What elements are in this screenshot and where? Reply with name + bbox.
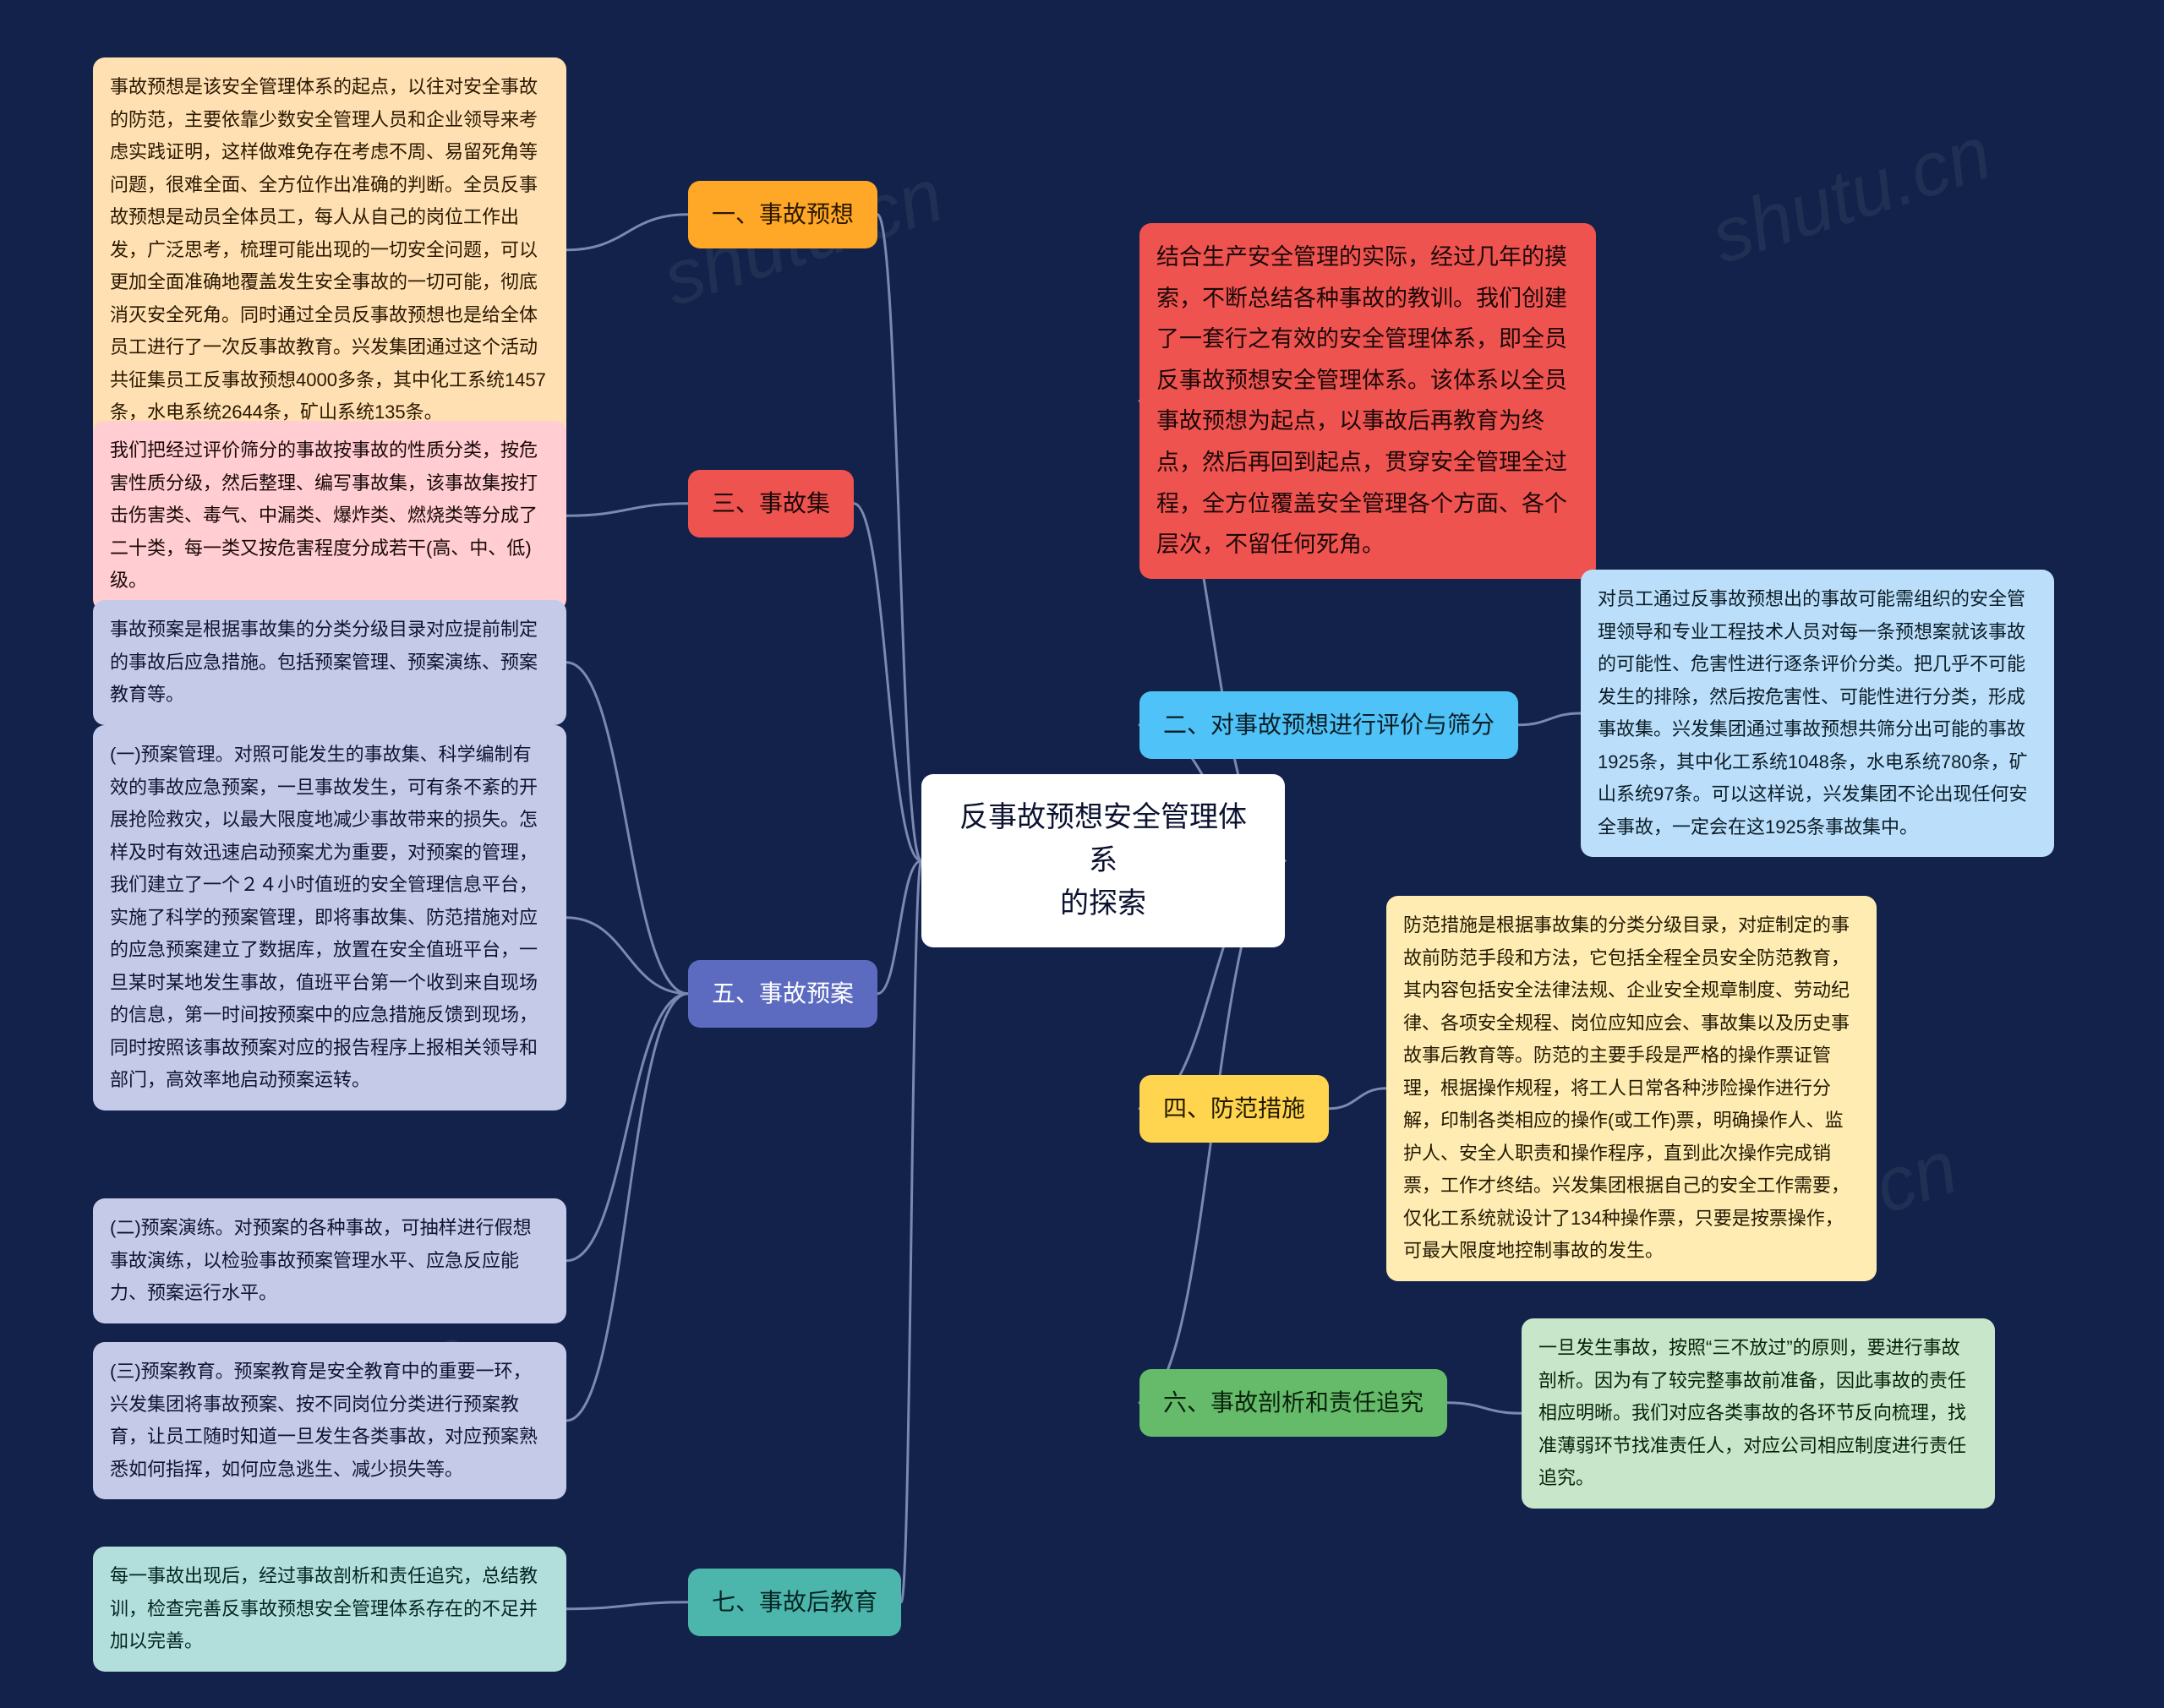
topic-7: 七、事故后教育 bbox=[688, 1569, 901, 1636]
topic-5-leaf-3: (三)预案教育。预案教育是安全教育中的重要一环，兴发集团将事故预案、按不同岗位分… bbox=[93, 1342, 566, 1499]
topic-3: 三、事故集 bbox=[688, 470, 854, 538]
center-topic: 反事故预想安全管理体系 的探索 bbox=[921, 774, 1285, 947]
topic-4: 四、防范措施 bbox=[1139, 1075, 1329, 1143]
center-line1: 反事故预想安全管理体系 bbox=[959, 801, 1247, 876]
topic-7-leaf: 每一事故出现后，经过事故剖析和责任追究，总结教训，检查完善反事故预想安全管理体系… bbox=[93, 1547, 566, 1672]
intro-block: 结合生产安全管理的实际，经过几年的摸索，不断总结各种事故的教训。我们创建了一套行… bbox=[1139, 223, 1596, 579]
topic-5-leaf-2: (二)预案演练。对预案的各种事故，可抽样进行假想事故演练，以检验事故预案管理水平… bbox=[93, 1198, 566, 1323]
topic-3-leaf: 我们把经过评价筛分的事故按事故的性质分类，按危害性质分级，然后整理、编写事故集，… bbox=[93, 421, 566, 611]
topic-1-leaf: 事故预想是该安全管理体系的起点，以往对安全事故的防范，主要依靠少数安全管理人员和… bbox=[93, 57, 566, 443]
topic-4-leaf: 防范措施是根据事故集的分类分级目录，对症制定的事故前防范手段和方法，它包括全程全… bbox=[1386, 896, 1877, 1281]
topic-2-leaf: 对员工通过反事故预想出的事故可能需组织的安全管理领导和专业工程技术人员对每一条预… bbox=[1581, 570, 2054, 857]
topic-5-leaf-intro: 事故预案是根据事故集的分类分级目录对应提前制定的事故后应急措施。包括预案管理、预… bbox=[93, 600, 566, 725]
topic-2: 二、对事故预想进行评价与筛分 bbox=[1139, 691, 1518, 759]
topic-1: 一、事故预想 bbox=[688, 181, 877, 248]
center-line2: 的探索 bbox=[1060, 887, 1146, 919]
topic-5: 五、事故预案 bbox=[688, 960, 877, 1028]
topic-6: 六、事故剖析和责任追究 bbox=[1139, 1369, 1447, 1437]
watermark: shutu.cn bbox=[1701, 110, 2001, 281]
topic-5-leaf-1: (一)预案管理。对照可能发生的事故集、科学编制有效的事故应急预案，一旦事故发生，… bbox=[93, 725, 566, 1110]
topic-6-leaf: 一旦发生事故，按照“三不放过”的原则，要进行事故剖析。因为有了较完整事故前准备，… bbox=[1522, 1318, 1995, 1509]
